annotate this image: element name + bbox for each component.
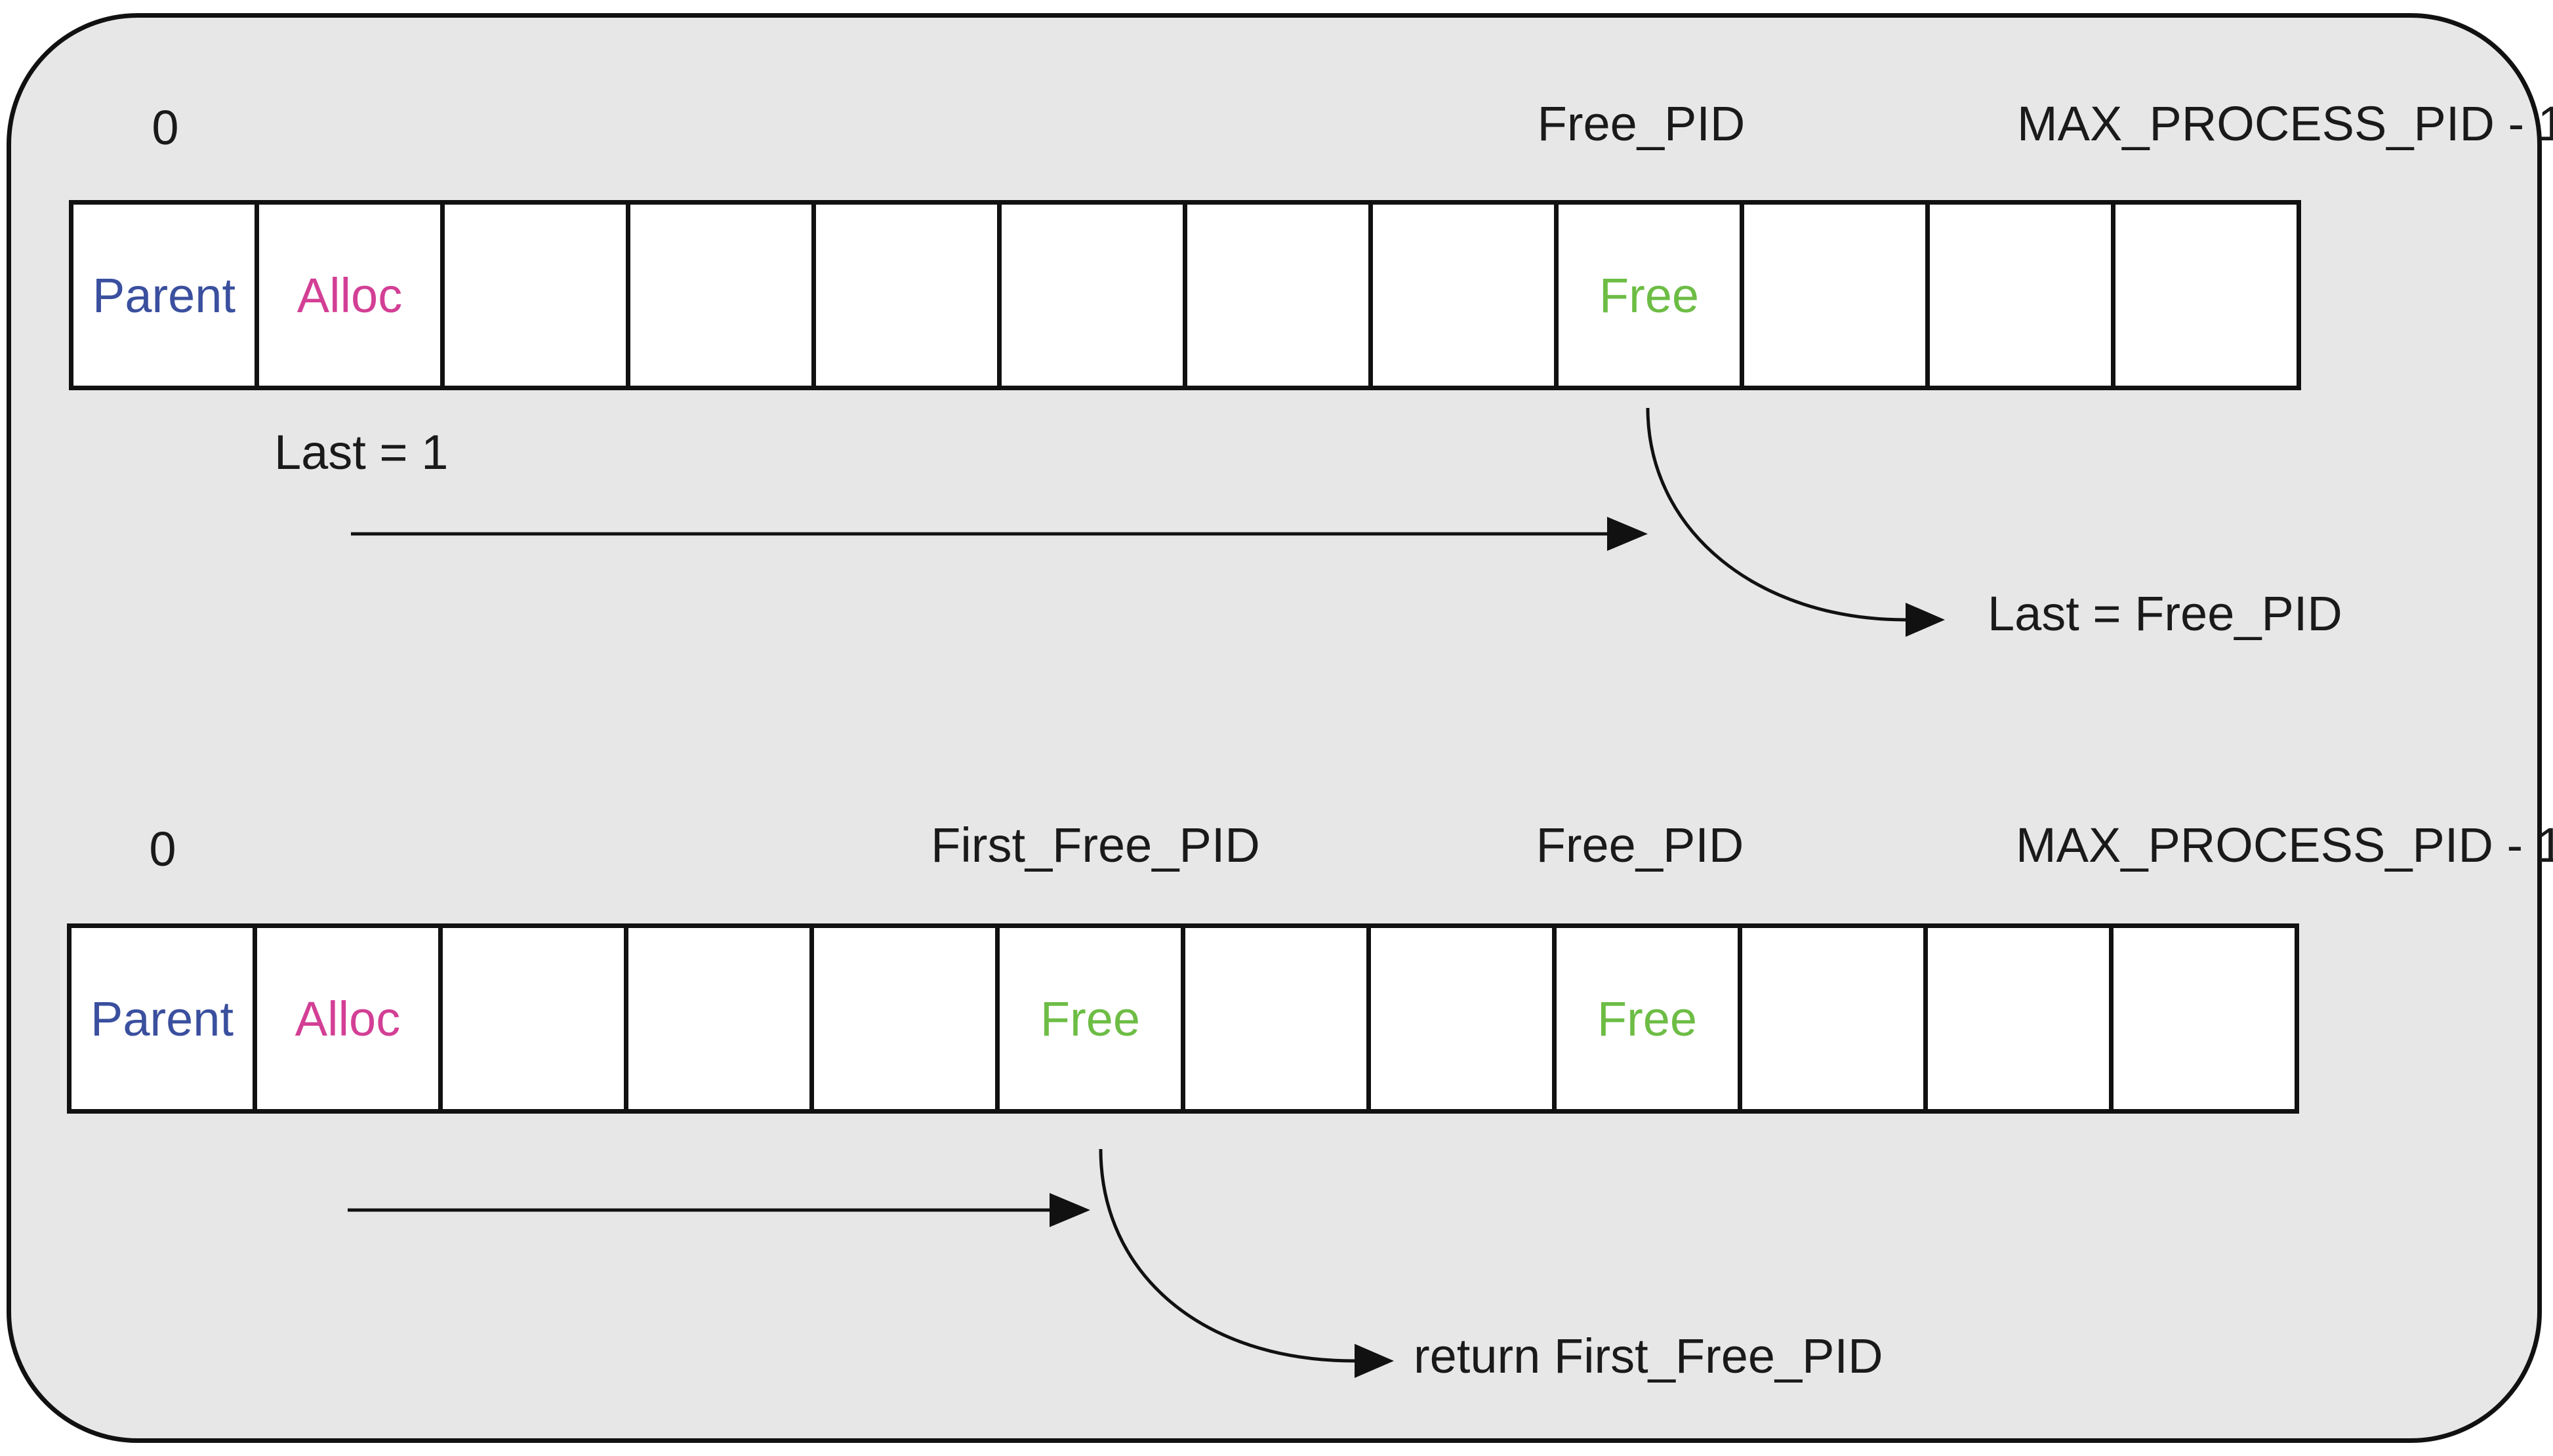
bottom-array-cell: Free — [1000, 923, 1185, 1114]
bottom-array-cell — [628, 923, 814, 1114]
bottom-array-cell — [443, 923, 628, 1114]
top-array-cell — [1744, 200, 1930, 390]
top-array-cell: Parent — [73, 200, 259, 390]
bottom-array-cell: Alloc — [257, 923, 443, 1114]
bottom-array-cell — [1371, 923, 1557, 1114]
top-array-cell — [1930, 200, 2115, 390]
top-result-label: Last = Free_PID — [1988, 586, 2342, 641]
bottom-array-cell — [2114, 923, 2299, 1114]
top-array-cell — [630, 200, 816, 390]
bottom-array-cell — [814, 923, 1000, 1114]
bottom-array-cell — [1928, 923, 2114, 1114]
top-last-label: Last = 1 — [274, 425, 449, 479]
top-array-cell — [1187, 200, 1373, 390]
top-array-cell — [816, 200, 1002, 390]
bottom-index-start-label: 0 — [149, 822, 176, 876]
top-array-cell — [1002, 200, 1187, 390]
top-index-start-label: 0 — [152, 100, 179, 155]
bottom-array-cell: Free — [1557, 923, 1742, 1114]
top-array-cell — [445, 200, 630, 390]
top-array-cell: Alloc — [259, 200, 445, 390]
top-array-cell: Free — [1559, 200, 1744, 390]
bottom-index-end-label: MAX_PROCESS_PID - 1 — [2016, 818, 2553, 872]
top-free-pid-label: Free_PID — [1537, 96, 1746, 151]
bottom-array-cell — [1742, 923, 1928, 1114]
bottom-first-free-pid-label: First_Free_PID — [931, 818, 1260, 872]
top-pid-array: Parent Alloc Free — [69, 200, 2301, 390]
top-array-cell — [1373, 200, 1559, 390]
bottom-result-label: return First_Free_PID — [1414, 1329, 1883, 1383]
bottom-array-cell — [1185, 923, 1371, 1114]
top-array-cell — [2115, 200, 2301, 390]
bottom-free-pid-label: Free_PID — [1536, 818, 1744, 872]
bottom-array-cell: Parent — [71, 923, 257, 1114]
top-index-end-label: MAX_PROCESS_PID - 1 — [2017, 96, 2553, 151]
bottom-pid-array: Parent Alloc Free Free — [67, 923, 2299, 1114]
